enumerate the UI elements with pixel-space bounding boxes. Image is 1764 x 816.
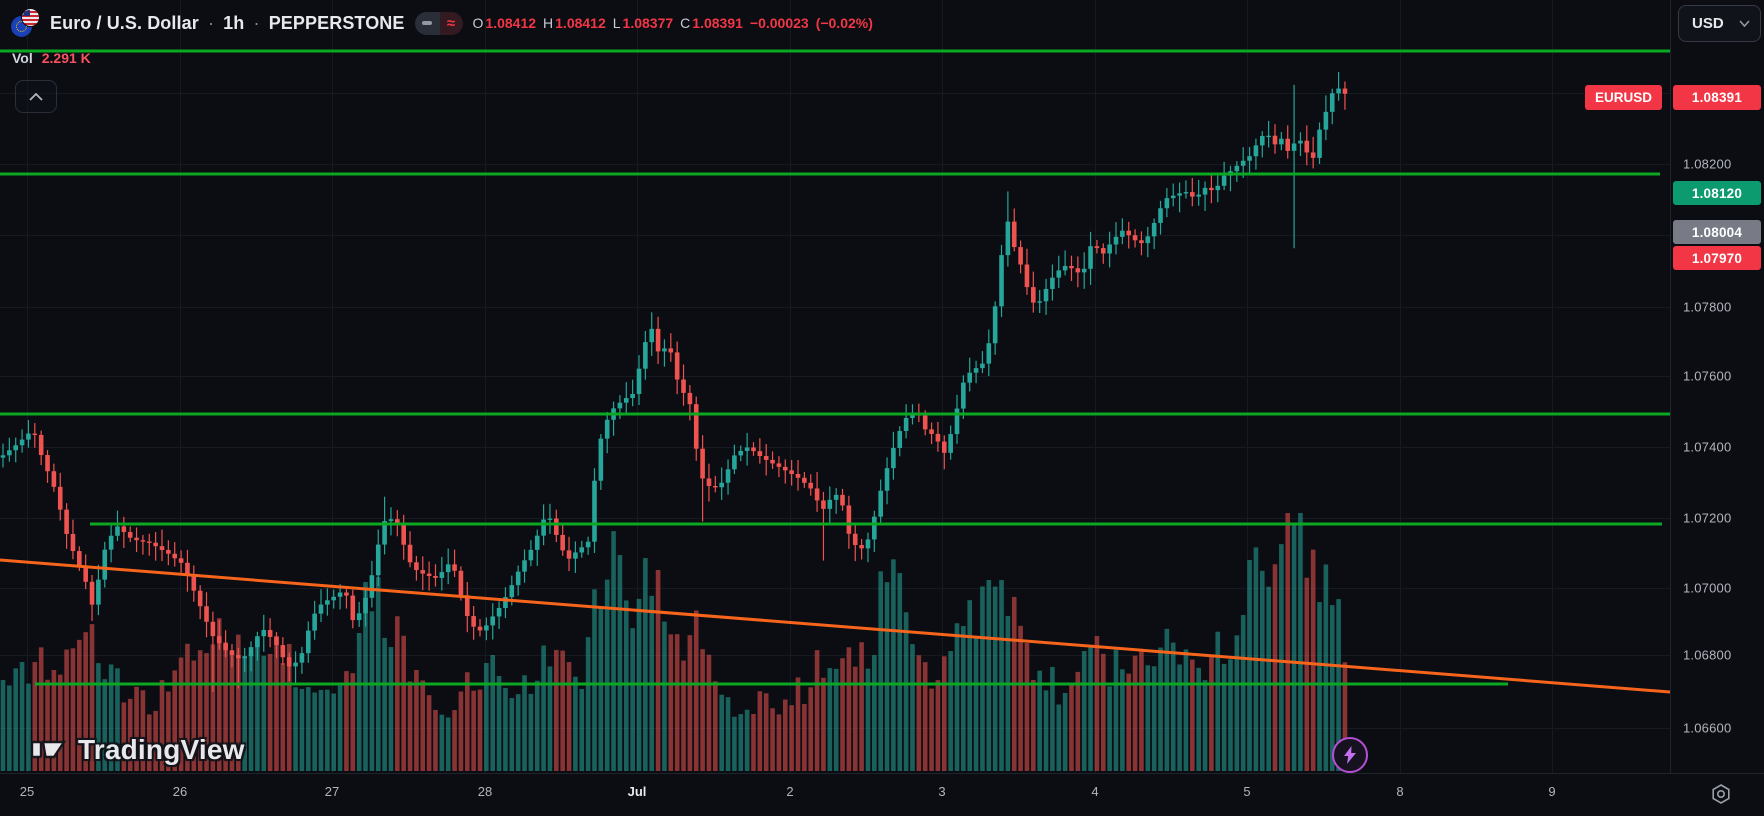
line-mode-segment[interactable]: [414, 11, 440, 35]
tradingview-mark-icon: [30, 740, 67, 759]
symbol-name: Euro / U.S. Dollar: [50, 12, 199, 33]
grid-lines: [0, 0, 1671, 773]
lightning-bolt-icon: [1344, 746, 1356, 764]
gear-icon: [1712, 784, 1730, 804]
volume-label: Vol: [12, 50, 33, 66]
chevron-down-icon: [1739, 20, 1750, 27]
time-tick-label: 3: [938, 784, 946, 799]
time-tick-label: 28: [477, 784, 493, 799]
low-value: 1.08377: [622, 15, 674, 31]
instant-trading-button[interactable]: [1332, 737, 1368, 773]
open-label: O: [472, 15, 484, 31]
tradingview-wordmark: TradingView: [78, 734, 245, 765]
time-scale[interactable]: 25 26 27 28 Jul 2 3 4 5 8 9: [0, 773, 1764, 816]
separator-dot: ·: [207, 12, 215, 33]
last-price-value: 1.08391: [1691, 90, 1743, 105]
volume-series: [0, 513, 1348, 771]
close-value: 1.08391: [692, 15, 743, 31]
chevron-up-icon: [29, 92, 43, 101]
price-tick-label: 1.07800: [1683, 299, 1732, 315]
low-label: L: [612, 15, 621, 31]
last-price-badge: 1.08391: [1673, 85, 1761, 110]
chart-mode-toggle[interactable]: ≈: [414, 11, 463, 35]
approx-mode-segment[interactable]: ≈: [439, 11, 463, 35]
high-value: 1.08412: [555, 15, 606, 31]
chart-canvas[interactable]: [0, 0, 1671, 773]
descending-trendline[interactable]: [0, 558, 1671, 694]
volume-legend: Vol 2.291 K: [12, 50, 91, 66]
change-value: −0.00023: [749, 15, 809, 31]
currency-label: USD: [1692, 15, 1724, 32]
volume-value: 2.291 K: [41, 50, 91, 66]
dash-icon: [422, 21, 433, 25]
candlestick-series: [0, 72, 1348, 692]
time-tick-label: 26: [172, 784, 188, 799]
price-line-badge: 1.08004: [1673, 220, 1761, 244]
separator-dot: ·: [253, 12, 260, 33]
time-tick-label: 5: [1243, 784, 1251, 799]
tradingview-logo[interactable]: TradingView: [30, 734, 245, 766]
approx-icon: ≈: [446, 14, 456, 32]
price-tick-label: 1.06800: [1683, 647, 1732, 663]
time-tick-label: Jul: [627, 784, 647, 799]
open-value: 1.08412: [485, 15, 537, 31]
time-tick-label: 25: [19, 784, 35, 799]
time-tick-label: 2: [786, 784, 794, 799]
symbol-title[interactable]: Euro / U.S. Dollar · 1h · PEPPERSTONE: [50, 13, 405, 34]
price-tick-label: 1.07000: [1683, 580, 1732, 596]
price-tick-label: 1.08200: [1683, 156, 1732, 172]
time-tick-label: 4: [1091, 784, 1099, 799]
eurusd-flags-icon: [10, 8, 40, 38]
timeframe-label: 1h: [223, 12, 245, 33]
time-tick-label: 9: [1548, 784, 1556, 799]
price-tick-label: 1.06600: [1683, 720, 1732, 736]
time-tick-label: 8: [1396, 784, 1404, 799]
scale-settings-button[interactable]: [1710, 783, 1732, 810]
collapse-legend-button[interactable]: [15, 80, 57, 113]
price-line-badge: 1.07970: [1673, 246, 1761, 270]
support-resistance-lines[interactable]: [0, 49, 1671, 686]
time-tick-label: 27: [324, 784, 340, 799]
price-tick-label: 1.07400: [1683, 439, 1732, 455]
price-tick-label: 1.07600: [1683, 368, 1732, 384]
ohlc-readout: O 1.08412 H 1.08412 L 1.08377 C 1.08391 …: [473, 15, 873, 31]
change-percent: (−0.02%): [815, 15, 873, 31]
price-line-badge: 1.08120: [1673, 181, 1761, 205]
symbol-flag-text: EURUSD: [1594, 90, 1652, 105]
chart-legend: Euro / U.S. Dollar · 1h · PEPPERSTONE ≈ …: [10, 8, 873, 38]
symbol-price-flag: EURUSD: [1584, 85, 1662, 110]
price-scale[interactable]: USD 1.08391 1.08200 1.07800 1.07600 1.07400…: [1670, 0, 1764, 773]
high-label: H: [543, 15, 554, 31]
price-tick-label: 1.07200: [1683, 510, 1732, 526]
currency-dropdown[interactable]: USD: [1678, 5, 1761, 42]
close-label: C: [680, 15, 691, 31]
us-flag-icon: [21, 8, 40, 27]
exchange-label: PEPPERSTONE: [268, 12, 405, 33]
